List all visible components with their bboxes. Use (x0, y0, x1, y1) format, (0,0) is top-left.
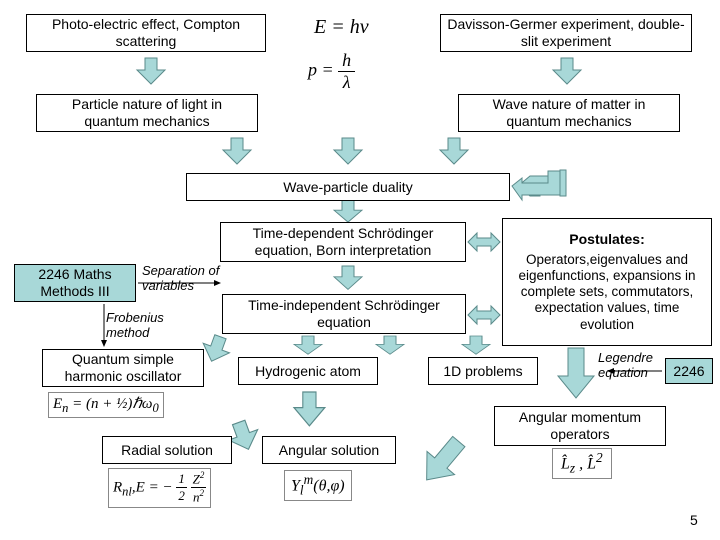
label-legendre: Legendre equation (598, 350, 668, 380)
box-tise: Time-independent Schrödinger equation (222, 294, 466, 334)
page-number: 5 (690, 512, 698, 528)
box-tdse: Time-dependent Schrödinger equation, Bor… (220, 222, 466, 262)
postulates-title: Postulates: (569, 231, 644, 248)
label-frobenius: Frobenius method (106, 310, 186, 340)
label-separation: Separation of variables (142, 263, 232, 293)
eq-lzl2: L̂z , L̂2 (552, 448, 612, 479)
box-maths: 2246 Maths Methods III (14, 264, 136, 302)
eq-phlambda: p = hλ (308, 50, 355, 93)
eq-ehnu: E = hν (314, 16, 369, 39)
eq-ylm: Ylm(θ,φ) (284, 470, 352, 501)
eq-en: En = (n + ½)ℏω0 (48, 392, 164, 418)
box-particle-nature: Particle nature of light in quantum mech… (36, 94, 258, 132)
eq-rnl: Rnl,E = − 12 Z2n2 (108, 468, 211, 508)
box-radial: Radial solution (102, 436, 232, 464)
box-angular-solution: Angular solution (262, 436, 396, 464)
postulates-body: Operators,eigenvalues and eigenfunctions… (509, 252, 705, 333)
box-duality: Wave-particle duality (186, 173, 510, 201)
box-hydrogenic: Hydrogenic atom (238, 357, 378, 385)
box-photoelectric: Photo-electric effect, Compton scatterin… (26, 14, 266, 52)
box-2246: 2246 (665, 358, 713, 384)
box-postulates: Postulates: Operators,eigenvalues and ei… (502, 218, 712, 346)
box-wave-nature: Wave nature of matter in quantum mechani… (458, 94, 680, 132)
box-1d: 1D problems (428, 357, 538, 385)
box-angular-momentum: Angular momentum operators (494, 406, 666, 446)
box-qsho: Quantum simple harmonic oscillator (42, 349, 204, 387)
box-davisson: Davisson-Germer experiment, double-slit … (440, 14, 692, 52)
